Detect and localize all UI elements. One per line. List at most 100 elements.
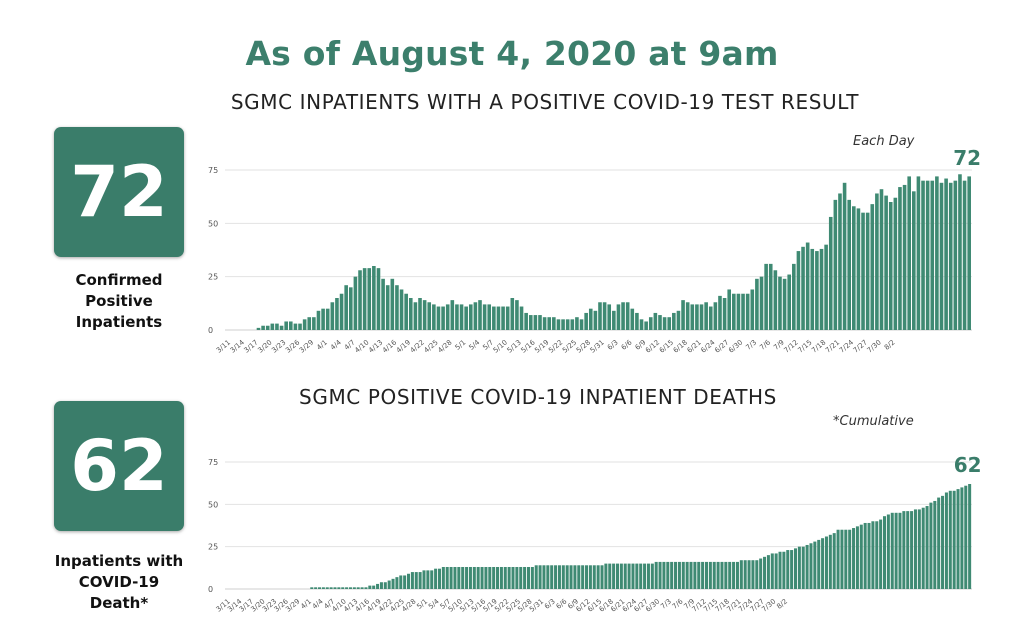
bar (768, 263, 773, 330)
bar (515, 300, 519, 330)
bar (408, 298, 413, 330)
bar (561, 319, 565, 330)
confirmed-count-label: Confirmed Positive Inpatients (75, 271, 163, 331)
bar (912, 191, 916, 330)
bar (616, 304, 621, 330)
bar (459, 304, 464, 330)
x-tick-label: 5/19 (533, 338, 550, 354)
bar (473, 302, 478, 330)
bar (662, 317, 667, 330)
bar (842, 182, 847, 330)
bar (404, 293, 408, 330)
bar (570, 319, 575, 330)
bar (939, 182, 944, 330)
bar (741, 293, 745, 330)
x-tick-label: 5/1 (454, 338, 468, 351)
bar (422, 300, 427, 330)
x-tick-label: 6/12 (644, 338, 661, 354)
bar (445, 304, 450, 330)
bar (450, 300, 455, 330)
end-value-label: 72 (953, 146, 981, 170)
bar (838, 193, 842, 330)
x-tick-label: 5/25 (561, 338, 578, 354)
confirmed-count-value: 72 (70, 151, 168, 233)
bar (870, 204, 875, 330)
bar (708, 306, 713, 330)
bar (695, 304, 699, 330)
bar (630, 308, 635, 330)
bar (944, 178, 948, 330)
bar (321, 308, 325, 330)
bar (778, 276, 782, 330)
bar (690, 304, 695, 330)
bar (556, 319, 561, 330)
bar (801, 246, 805, 330)
bar (847, 199, 851, 330)
bar (496, 306, 501, 330)
bar (293, 323, 298, 330)
x-tick-label: 4/4 (329, 338, 343, 352)
bar (339, 293, 344, 330)
bar (335, 298, 339, 330)
bar (727, 289, 732, 330)
bar (948, 182, 953, 330)
deaths-count-box: 62 (54, 401, 184, 531)
x-tick-label: 5/28 (575, 338, 592, 354)
chart-title-deaths: SGMC POSITIVE COVID-19 INPATIENT DEATHS (299, 385, 777, 409)
bar (468, 304, 473, 330)
bar (921, 180, 925, 330)
bar (930, 180, 935, 330)
x-tick-label: 4/28 (436, 338, 453, 354)
bar (307, 317, 312, 330)
y-tick-label: 0 (208, 326, 213, 335)
bar (256, 327, 261, 330)
bar (353, 276, 358, 330)
bar (288, 321, 293, 330)
bar (833, 199, 838, 330)
bar (607, 304, 612, 330)
confirmed-count-box: 72 (54, 127, 184, 257)
x-tick-label: 3/17 (243, 338, 260, 354)
bar (852, 206, 856, 330)
bar (265, 325, 270, 330)
bar (824, 244, 828, 330)
chart-note-cumulative: *Cumulative (833, 414, 914, 429)
bar (745, 293, 750, 330)
bar (782, 278, 787, 330)
bar (367, 268, 372, 330)
bar (667, 317, 672, 330)
bar (625, 302, 630, 330)
bar (681, 300, 685, 330)
y-tick-label: 25 (208, 273, 218, 282)
bar (699, 304, 704, 330)
x-tick-label: 7/6 (758, 338, 772, 352)
bar (658, 315, 662, 330)
bar (861, 212, 865, 330)
bar (732, 293, 736, 330)
bar (764, 263, 768, 330)
bar (644, 321, 648, 330)
bar (579, 319, 584, 330)
bar (302, 319, 307, 330)
x-tick-label: 6/21 (686, 338, 703, 354)
x-tick-label: 6/15 (658, 338, 675, 354)
bar (962, 180, 967, 330)
x-tick-label: 4/13 (367, 338, 384, 354)
x-tick-label: 4/22 (409, 338, 426, 354)
x-tick-label: 5/31 (589, 338, 606, 354)
bar (593, 310, 598, 330)
x-tick-label: 6/3 (606, 338, 620, 351)
bar (542, 317, 547, 330)
bar (413, 302, 418, 330)
bar (348, 287, 353, 330)
x-tick-label: 4/25 (423, 338, 440, 354)
bar (455, 304, 459, 330)
bar (575, 317, 579, 330)
x-tick-label: 6/6 (620, 338, 634, 352)
bar (787, 274, 791, 330)
bar (505, 306, 510, 330)
bar (602, 302, 607, 330)
bar (676, 310, 681, 330)
x-tick-label: 3/23 (270, 338, 287, 354)
bar (648, 317, 653, 330)
